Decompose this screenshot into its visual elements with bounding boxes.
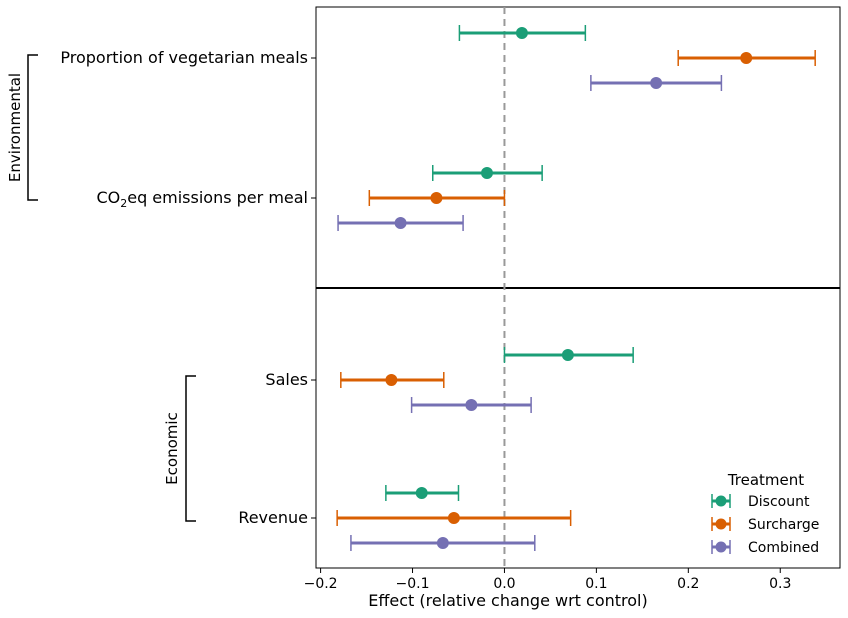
point-estimate xyxy=(415,487,428,499)
legend-label: Discount xyxy=(748,494,810,510)
point-estimate xyxy=(650,77,663,89)
outcome-label: Proportion of vegetarian meals xyxy=(60,48,308,67)
point-estimate xyxy=(447,512,460,524)
x-tick-label: 0.2 xyxy=(677,576,699,592)
outcome-label: CO2eq emissions per meal xyxy=(96,188,308,210)
group-brackets-layer: Environmental Economic xyxy=(6,54,196,522)
x-tick-label: 0.3 xyxy=(769,576,791,592)
estimate-combined xyxy=(410,397,532,413)
estimate-discount xyxy=(385,485,460,501)
legend-entry-combined: Combined xyxy=(711,540,819,556)
x-tick-label: −0.2 xyxy=(304,576,338,592)
group-label: Economic xyxy=(163,412,181,485)
legend-title: Treatment xyxy=(727,471,804,489)
estimate-discount xyxy=(432,165,543,181)
estimate-combined xyxy=(350,535,536,551)
plot-panels xyxy=(315,6,841,569)
outcome-label: Revenue xyxy=(238,508,308,527)
estimate-discount xyxy=(503,347,634,363)
x-axis: −0.2 −0.1 0.0 0.1 0.2 0.3 xyxy=(304,568,791,592)
group-bracket xyxy=(185,375,196,522)
point-estimate xyxy=(385,374,398,386)
legend-entry-discount: Discount xyxy=(711,494,810,510)
x-tick-label: 0.0 xyxy=(493,576,515,592)
legend-marker xyxy=(715,495,727,507)
estimate-surcharge xyxy=(340,372,445,388)
group-bracket xyxy=(27,54,38,201)
x-tick-label: −0.1 xyxy=(396,576,430,592)
estimate-combined xyxy=(337,215,464,231)
point-estimate xyxy=(480,167,493,179)
point-estimate xyxy=(436,537,449,549)
estimate-surcharge xyxy=(677,50,816,66)
legend-entry-surcharge: Surcharge xyxy=(711,517,819,533)
legend-label: Combined xyxy=(748,540,819,556)
group-label: Environmental xyxy=(6,73,24,182)
estimates-layer xyxy=(336,25,816,551)
point-estimate xyxy=(515,27,528,39)
point-estimate xyxy=(430,192,443,204)
legend-label: Surcharge xyxy=(748,517,819,533)
point-estimate xyxy=(465,399,478,411)
outcome-labels-layer: Proportion of vegetarian meals CO2eq emis… xyxy=(60,48,316,527)
x-tick-label: 0.1 xyxy=(585,576,607,592)
estimate-combined xyxy=(590,75,723,91)
estimate-surcharge xyxy=(336,510,572,526)
point-estimate xyxy=(394,217,407,229)
outcome-label: Sales xyxy=(265,370,308,389)
estimate-surcharge xyxy=(368,190,506,206)
estimate-discount xyxy=(458,25,587,41)
legend-marker xyxy=(715,541,727,553)
legend: Treatment Discount Surcharge Combined xyxy=(711,471,819,556)
x-axis-label: Effect (relative change wrt control) xyxy=(368,591,648,610)
point-estimate xyxy=(740,52,753,64)
panel-environmental xyxy=(315,6,841,289)
legend-marker xyxy=(715,518,727,530)
point-estimate xyxy=(561,349,574,361)
